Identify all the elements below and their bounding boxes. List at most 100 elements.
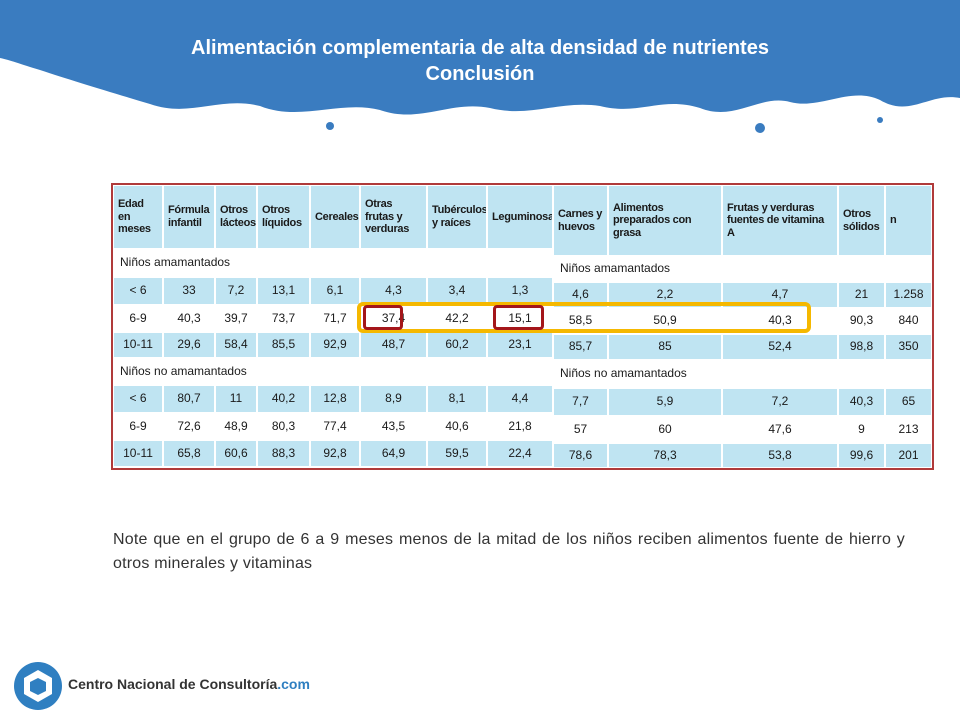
table-cell: 52,4 (722, 334, 838, 360)
table-cell: 60 (608, 416, 722, 443)
table-cell: 71,7 (310, 305, 360, 332)
column-header: Otros lácteos (215, 185, 257, 249)
table-cell: 23,1 (487, 332, 553, 358)
table-cell: 1,3 (487, 277, 553, 305)
table-cell: 29,6 (163, 332, 215, 358)
table-cell: 90,3 (838, 308, 885, 334)
table-cell: 350 (885, 334, 932, 360)
section-label: Niños amamantados (553, 256, 932, 282)
table-cell: 10-11 (113, 440, 163, 467)
slide-title: Alimentación complementaria de alta dens… (191, 37, 769, 59)
column-header: Carnes y huevos (553, 185, 608, 256)
table-cell: 73,7 (257, 305, 310, 332)
table-cell: 85,7 (553, 334, 608, 360)
table-cell: 59,5 (427, 440, 487, 467)
table-cell: 78,3 (608, 443, 722, 468)
table-cell: 98,8 (838, 334, 885, 360)
table-cell: 3,4 (427, 277, 487, 305)
splash (755, 123, 765, 133)
table-cell: 77,4 (310, 413, 360, 440)
table-cell: 88,3 (257, 440, 310, 467)
table-cell: 7,7 (553, 388, 608, 416)
table-cell: 7,2 (722, 388, 838, 416)
table-cell: 201 (885, 443, 932, 468)
table-cell: 5,9 (608, 388, 722, 416)
column-header: Cereales (310, 185, 360, 249)
logo-text: Centro Nacional de Consultoría.com (68, 676, 310, 692)
brush-shape (0, 0, 960, 115)
table-frame (111, 183, 934, 470)
column-header: Tubérculos y raíces (427, 185, 487, 249)
column-header: Fórmula infantil (163, 185, 215, 249)
highlight-cell (363, 305, 403, 330)
table-cell: 7,2 (215, 277, 257, 305)
table-cell: 1.258 (885, 282, 932, 308)
table-cell: 6-9 (113, 413, 163, 440)
table-cell: 48,9 (215, 413, 257, 440)
table-cell: 72,6 (163, 413, 215, 440)
header-banner (0, 0, 960, 133)
table-cell: 4,3 (360, 277, 427, 305)
table-cell: 99,6 (838, 443, 885, 468)
table-cell: 60,2 (427, 332, 487, 358)
table-cell: 33 (163, 277, 215, 305)
column-header: Otros sólidos (838, 185, 885, 256)
table-cell: 47,6 (722, 416, 838, 443)
table-cell: 213 (885, 416, 932, 443)
table-cell: 57 (553, 416, 608, 443)
table-cell: 40,2 (257, 385, 310, 413)
slide-subtitle: Conclusión (425, 63, 535, 85)
splash (326, 122, 334, 130)
table-cell: 80,3 (257, 413, 310, 440)
column-header: Otras frutas y verduras (360, 185, 427, 249)
table-cell: 40,3 (838, 388, 885, 416)
table-cell: 40,3 (163, 305, 215, 332)
table-cell: 840 (885, 308, 932, 334)
table-cell: 11 (215, 385, 257, 413)
table-cell: 48,7 (360, 332, 427, 358)
table-cell: 9 (838, 416, 885, 443)
table-cell: 8,9 (360, 385, 427, 413)
column-header: Edad en meses (113, 185, 163, 249)
table-cell: 43,5 (360, 413, 427, 440)
table-cell: 85,5 (257, 332, 310, 358)
table-cell: 13,1 (257, 277, 310, 305)
table-cell: 8,1 (427, 385, 487, 413)
table-cell: 39,7 (215, 305, 257, 332)
highlight-row (357, 302, 811, 333)
table-cell: 10-11 (113, 332, 163, 358)
table-cell: 60,6 (215, 440, 257, 467)
table-cell: 22,4 (487, 440, 553, 467)
column-header: Frutas y verduras fuentes de vitamina A (722, 185, 838, 256)
logo-name: Centro Nacional de Consultoría (68, 676, 278, 692)
column-header: Leguminosas (487, 185, 553, 249)
logo-icon (14, 662, 62, 710)
table-cell: 58,4 (215, 332, 257, 358)
logo-suffix: .com (277, 676, 310, 692)
table-cell: 53,8 (722, 443, 838, 468)
table-cell: 21 (838, 282, 885, 308)
table-cell: 6-9 (113, 305, 163, 332)
section-label: Niños no amamantados (113, 358, 553, 385)
table-cell: 65,8 (163, 440, 215, 467)
table-cell: 42,2 (427, 305, 487, 332)
section-label: Niños no amamantados (553, 360, 932, 388)
splash (877, 117, 883, 123)
table-cell: < 6 (113, 385, 163, 413)
note-text: Note que en el grupo de 6 a 9 meses meno… (113, 531, 905, 572)
column-header: Alimentos preparados con grasa (608, 185, 722, 256)
table-cell: 64,9 (360, 440, 427, 467)
column-header: n (885, 185, 932, 256)
table-cell: 78,6 (553, 443, 608, 468)
table-cell: 6,1 (310, 277, 360, 305)
table-cell: 4,4 (487, 385, 553, 413)
table-cell: 92,9 (310, 332, 360, 358)
table-cell: 12,8 (310, 385, 360, 413)
section-label: Niños amamantados (113, 249, 553, 277)
table-cell: 85 (608, 334, 722, 360)
table-cell: < 6 (113, 277, 163, 305)
table-cell: 65 (885, 388, 932, 416)
table-cell: 40,6 (427, 413, 487, 440)
table-cell: 92,8 (310, 440, 360, 467)
